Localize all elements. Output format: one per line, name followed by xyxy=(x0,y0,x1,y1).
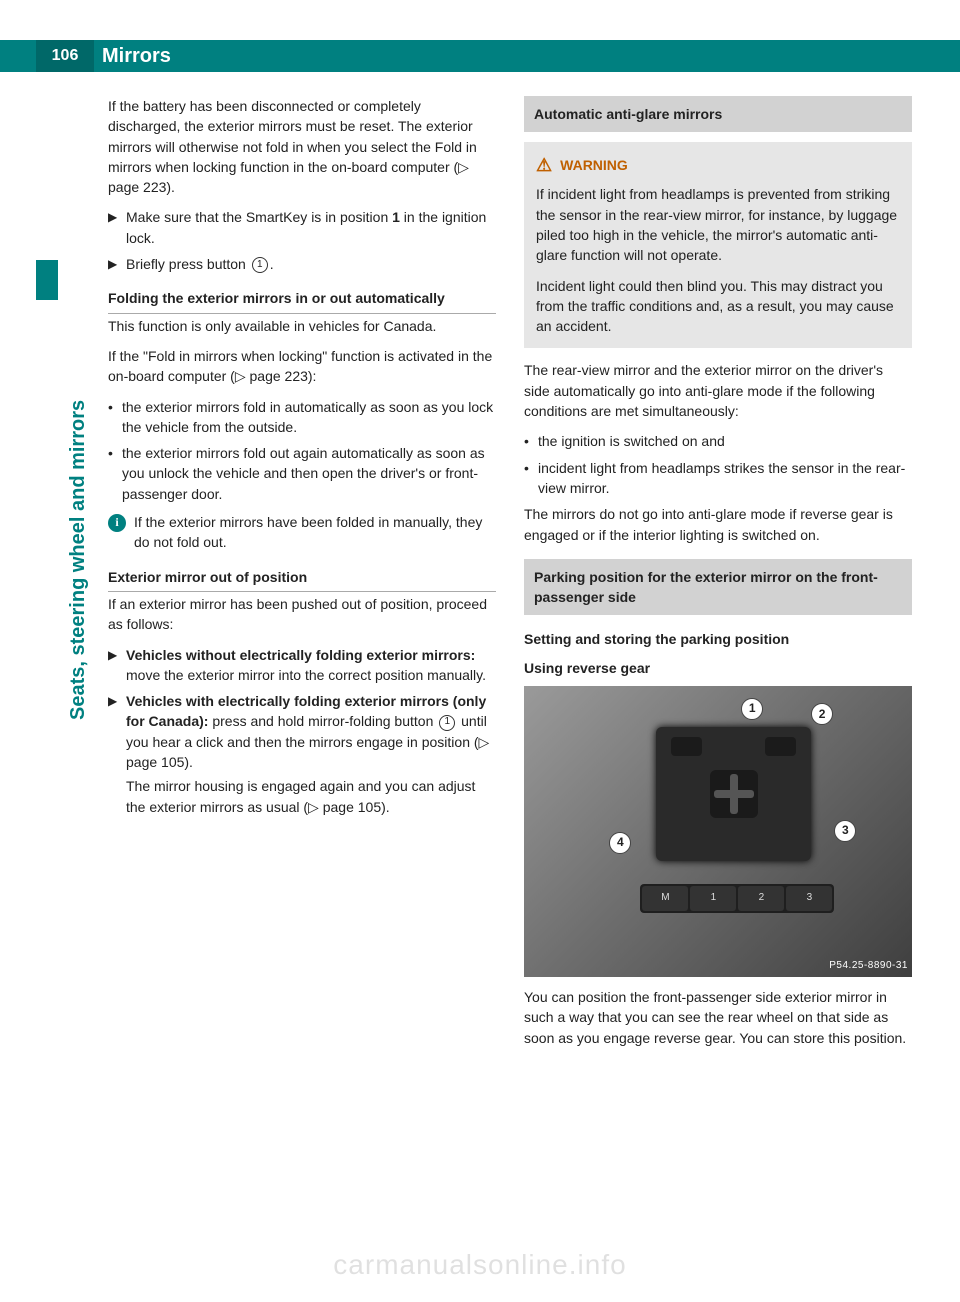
figure-mem-3: 3 xyxy=(786,886,832,911)
figure-dpad xyxy=(710,770,758,818)
figure-mirror-controls: M 1 2 3 1 2 3 4 P54.25-8890-31 xyxy=(524,686,912,977)
button-callout-icon: 1 xyxy=(252,257,268,273)
subhead-setting-storing: Setting and storing the parking position xyxy=(524,629,912,649)
warning-box: ⚠ WARNING If incident light from headlam… xyxy=(524,142,912,348)
step-smartkey: ▶ Make sure that the SmartKey is in posi… xyxy=(108,207,496,248)
section-bar-parking: Parking position for the exterior mirror… xyxy=(524,559,912,616)
side-chapter-label: Seats, steering wheel and mirrors xyxy=(64,400,93,720)
side-tab xyxy=(36,260,58,300)
antiglare-p1: The rear-view mirror and the exterior mi… xyxy=(524,360,912,421)
figure-callout-2: 2 xyxy=(811,703,833,725)
folding-p1: This function is only available in vehic… xyxy=(108,316,496,336)
intro-paragraph: If the battery has been disconnected or … xyxy=(108,96,496,197)
subhead-out-of-position: Exterior mirror out of position xyxy=(108,567,496,592)
after-figure-paragraph: You can position the front-passenger sid… xyxy=(524,987,912,1048)
folding-p2: If the "Fold in mirrors when locking" fu… xyxy=(108,346,496,387)
figure-mem-1: 1 xyxy=(690,886,736,911)
bullet-text: incident light from headlamps strikes th… xyxy=(538,458,912,499)
figure-id-tag: P54.25-8890-31 xyxy=(829,959,908,974)
warning-icon: ⚠ xyxy=(536,152,552,178)
bullet-item: • the exterior mirrors fold in automatic… xyxy=(108,397,496,438)
section-bar-antiglare: Automatic anti-glare mirrors xyxy=(524,96,912,132)
text: . xyxy=(270,256,274,272)
bullet-dot-icon: • xyxy=(108,443,122,504)
figure-left-mirror-button xyxy=(671,737,702,756)
figure-control-panel xyxy=(656,727,811,861)
button-callout-icon: 1 xyxy=(439,715,455,731)
step-arrow-icon: ▶ xyxy=(108,647,126,686)
text: press and hold mirror-folding button xyxy=(208,713,437,729)
bullet-text: the ignition is switched on and xyxy=(538,431,912,451)
info-icon: i xyxy=(108,514,126,532)
bullet-dot-icon: • xyxy=(108,397,122,438)
step-body: Briefly press button 1. xyxy=(126,254,496,274)
warning-label: WARNING xyxy=(560,155,628,175)
key-position: 1 xyxy=(392,209,400,225)
bullet-item: • incident light from headlamps strikes … xyxy=(524,458,912,499)
figure-mem-2: 2 xyxy=(738,886,784,911)
page-number: 106 xyxy=(36,40,94,72)
step-arrow-icon: ▶ xyxy=(108,256,126,274)
step-press-button: ▶ Briefly press button 1. xyxy=(108,254,496,274)
header-bar: 106 Mirrors xyxy=(0,40,960,72)
step-without-elec: ▶ Vehicles without electrically folding … xyxy=(108,645,496,686)
figure-right-mirror-button xyxy=(765,737,796,756)
bullet-dot-icon: • xyxy=(524,458,538,499)
subhead-reverse-gear: Using reverse gear xyxy=(524,658,912,678)
figure-memory-row: M 1 2 3 xyxy=(640,884,834,913)
text: The mirror housing is engaged again and … xyxy=(126,776,496,817)
figure-mem-m: M xyxy=(642,886,688,911)
warning-heading: ⚠ WARNING xyxy=(536,152,900,178)
page-title: Mirrors xyxy=(102,42,171,71)
info-text: If the exterior mirrors have been folded… xyxy=(134,512,496,553)
text: Make sure that the SmartKey is in positi… xyxy=(126,209,392,225)
bullet-item: • the ignition is switched on and xyxy=(524,431,912,451)
step-arrow-icon: ▶ xyxy=(108,693,126,827)
step-label: Vehicles without electrically folding ex… xyxy=(126,647,475,663)
content-columns: If the battery has been disconnected or … xyxy=(108,96,912,1254)
subhead-folding: Folding the exterior mirrors in or out a… xyxy=(108,288,496,313)
step-body: Vehicles without electrically folding ex… xyxy=(126,645,496,686)
figure-callout-1: 1 xyxy=(741,698,763,720)
column-left: If the battery has been disconnected or … xyxy=(108,96,496,1254)
bullet-text: the exterior mirrors fold out again auto… xyxy=(122,443,496,504)
step-with-elec: ▶ Vehicles with electrically folding ext… xyxy=(108,691,496,827)
info-note: i If the exterior mirrors have been fold… xyxy=(108,512,496,553)
warning-p2: Incident light could then blind you. Thi… xyxy=(536,276,900,337)
bullet-item: • the exterior mirrors fold out again au… xyxy=(108,443,496,504)
text: move the exterior mirror into the correc… xyxy=(126,667,486,683)
column-right: Automatic anti-glare mirrors ⚠ WARNING I… xyxy=(524,96,912,1254)
bullet-dot-icon: • xyxy=(524,431,538,451)
text: Briefly press button xyxy=(126,256,250,272)
figure-callout-3: 3 xyxy=(834,820,856,842)
warning-p1: If incident light from headlamps is prev… xyxy=(536,184,900,265)
out-p1: If an exterior mirror has been pushed ou… xyxy=(108,594,496,635)
figure-callout-4: 4 xyxy=(609,832,631,854)
bullet-text: the exterior mirrors fold in automatical… xyxy=(122,397,496,438)
step-arrow-icon: ▶ xyxy=(108,209,126,248)
step-body: Vehicles with electrically folding exter… xyxy=(126,691,496,827)
antiglare-p2: The mirrors do not go into anti-glare mo… xyxy=(524,504,912,545)
step-body: Make sure that the SmartKey is in positi… xyxy=(126,207,496,248)
